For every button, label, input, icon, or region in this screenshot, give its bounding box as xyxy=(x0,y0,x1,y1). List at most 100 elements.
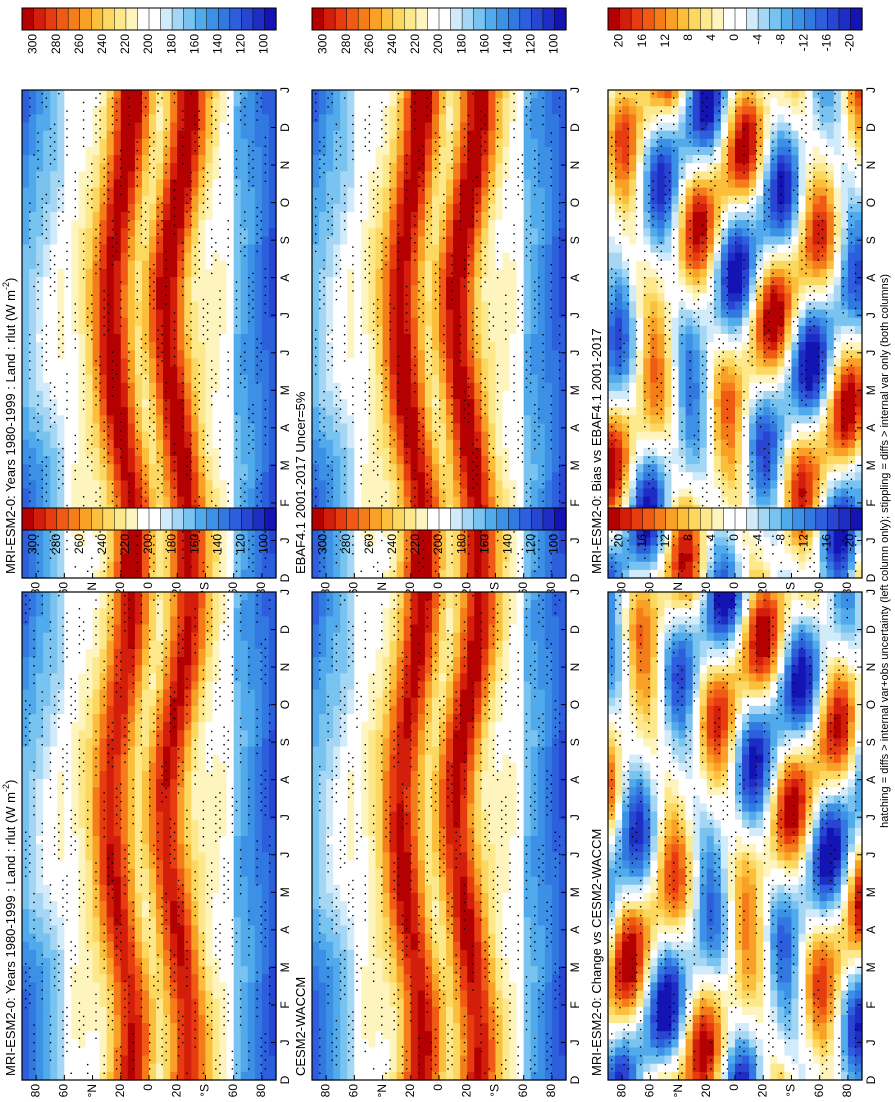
heatmap-cell xyxy=(163,998,171,1008)
heatmap-cell xyxy=(163,1006,171,1016)
stipple-dot xyxy=(182,154,184,156)
heatmap-cell xyxy=(170,163,178,172)
heatmap-cell xyxy=(149,738,157,748)
heatmap-cell xyxy=(43,1031,51,1040)
heatmap-cell xyxy=(212,990,221,1000)
heatmap-cell xyxy=(50,787,58,796)
heatmap-cell xyxy=(85,496,94,506)
heatmap-cell xyxy=(205,561,214,571)
heatmap-cell xyxy=(184,98,192,107)
heatmap-cell xyxy=(85,212,94,221)
heatmap-cell xyxy=(120,1047,129,1057)
heatmap-cell xyxy=(22,561,30,571)
heatmap-cell xyxy=(64,236,72,246)
heatmap-cell xyxy=(226,884,235,894)
heatmap-cell xyxy=(156,439,164,449)
heatmap-cell xyxy=(163,836,171,845)
heatmap-cell xyxy=(240,260,249,270)
heatmap-cell xyxy=(226,146,235,156)
heatmap-cell xyxy=(106,876,115,886)
heatmap-cell xyxy=(191,803,199,813)
heatmap-cell xyxy=(261,146,270,156)
stipple-dot xyxy=(198,504,200,507)
heatmap-cell xyxy=(247,187,256,197)
heatmap-cell xyxy=(71,472,80,481)
stipple-dot xyxy=(165,285,167,288)
heatmap-cell xyxy=(177,795,185,805)
heatmap-cell xyxy=(268,268,277,278)
heatmap-cell xyxy=(177,941,185,951)
heatmap-cell xyxy=(163,608,171,617)
stipple-dot xyxy=(149,136,151,139)
heatmap-cell xyxy=(71,545,80,555)
stipple-dot xyxy=(87,447,89,450)
stipple-dot xyxy=(91,329,93,331)
heatmap-cell xyxy=(85,236,94,246)
heatmap-cell xyxy=(184,795,192,805)
heatmap-cell xyxy=(156,545,164,555)
heatmap-cell xyxy=(226,811,235,821)
month-tick-label: D xyxy=(278,573,292,582)
heatmap-cell xyxy=(113,1039,122,1049)
stipple-dot xyxy=(74,566,76,568)
heatmap-cell xyxy=(36,285,44,294)
heatmap-cell xyxy=(141,1055,150,1065)
heatmap-cell xyxy=(156,163,164,172)
stipple-dot xyxy=(95,97,97,99)
stipple-dot xyxy=(157,215,159,218)
stipple-dot xyxy=(248,426,250,428)
heatmap-cell xyxy=(212,488,221,498)
heatmap-cell xyxy=(219,488,228,498)
heatmap-cell xyxy=(85,665,94,674)
heatmap-cell xyxy=(177,146,185,156)
heatmap-cell xyxy=(22,399,30,408)
heatmap-cell xyxy=(57,657,65,666)
heatmap-cell xyxy=(149,665,157,674)
heatmap-cell xyxy=(226,228,235,237)
heatmap-cell xyxy=(205,252,214,262)
heatmap-cell xyxy=(134,787,143,796)
heatmap-cell xyxy=(205,98,214,107)
heatmap-cell xyxy=(141,762,150,772)
heatmap-cell xyxy=(120,431,129,441)
heatmap-cell xyxy=(184,220,192,229)
heatmap-cell xyxy=(205,738,214,748)
heatmap-cell xyxy=(120,722,129,731)
heatmap-cell xyxy=(120,1039,129,1049)
stipple-dot xyxy=(153,395,155,397)
heatmap-cell xyxy=(78,358,87,368)
heatmap-cell xyxy=(156,334,164,343)
heatmap-cell xyxy=(212,738,221,748)
heatmap-cell xyxy=(156,301,164,311)
heatmap-cell xyxy=(43,366,51,376)
heatmap-cell xyxy=(156,456,164,465)
heatmap-cell xyxy=(22,657,30,666)
stipple-dot xyxy=(87,465,89,467)
heatmap-cell xyxy=(50,608,58,617)
heatmap-cell xyxy=(120,130,129,140)
heatmap-cell xyxy=(149,390,157,400)
heatmap-cell xyxy=(43,390,51,400)
heatmap-cell xyxy=(141,1071,150,1081)
heatmap-cell xyxy=(141,447,150,457)
heatmap-cell xyxy=(36,868,44,878)
stipple-dot xyxy=(235,553,238,555)
heatmap-cell xyxy=(99,600,108,609)
heatmap-cell xyxy=(191,746,199,756)
heatmap-cell xyxy=(156,569,164,579)
heatmap-cell xyxy=(50,884,58,894)
stipple-dot xyxy=(111,500,114,502)
stipple-dot xyxy=(91,426,93,428)
heatmap-cell xyxy=(261,220,270,229)
heatmap-cell xyxy=(50,244,58,254)
heatmap-cell xyxy=(170,722,178,731)
heatmap-cell xyxy=(43,114,51,124)
stipple-dot xyxy=(115,242,118,244)
heatmap-cell xyxy=(85,529,94,538)
stipple-dot xyxy=(37,158,39,161)
heatmap-cell xyxy=(120,358,129,368)
heatmap-cell xyxy=(106,1014,115,1024)
heatmap-cell xyxy=(92,909,101,918)
heatmap-cell xyxy=(233,195,242,205)
heatmap-cell xyxy=(149,982,157,992)
